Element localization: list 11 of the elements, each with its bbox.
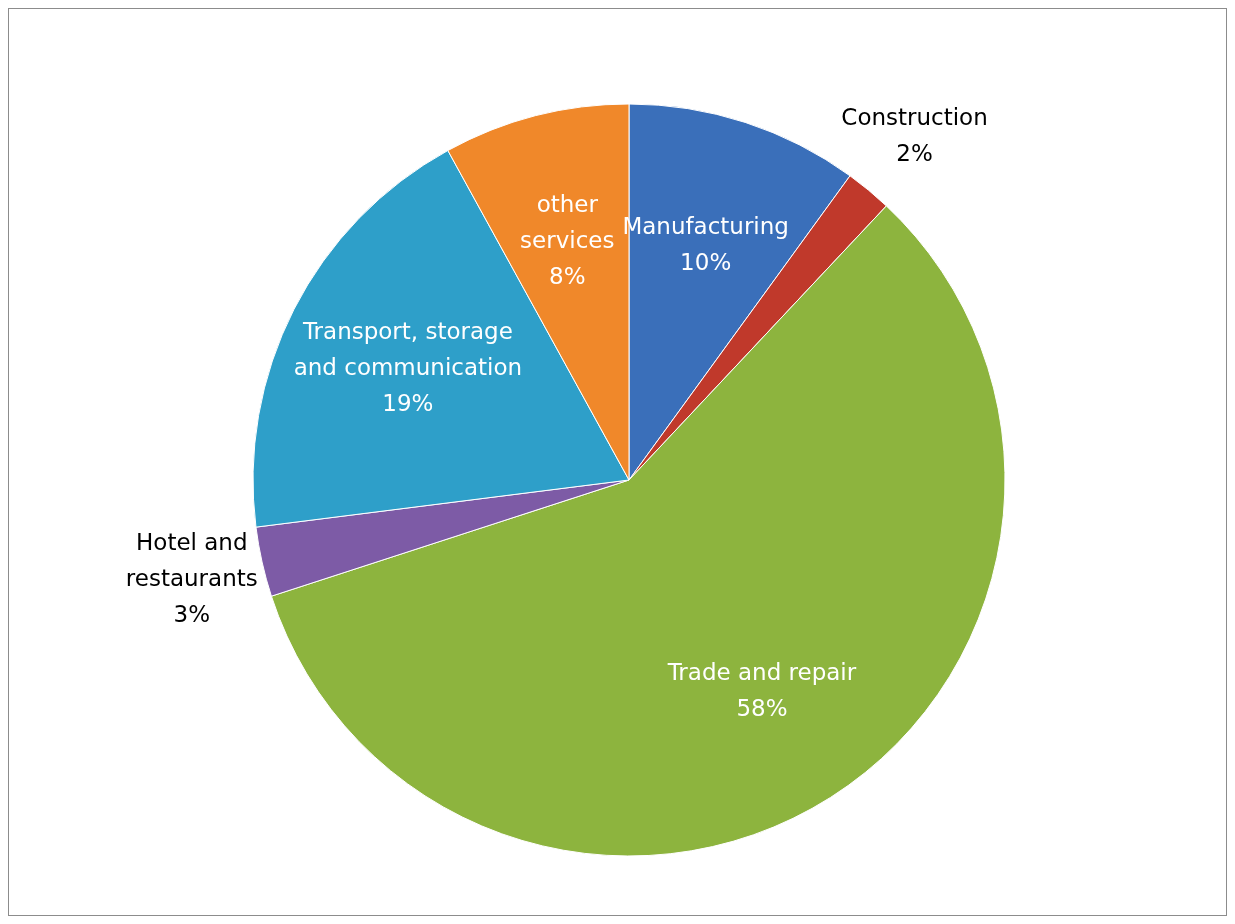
data-label: 10% [680, 248, 732, 275]
data-label: 3% [173, 600, 211, 627]
slice-label: Trade and repair [666, 658, 857, 685]
slice-label: Hotel and restaurants [125, 528, 258, 591]
data-label: 2% [896, 139, 933, 166]
data-label: 19% [382, 390, 434, 417]
data-label: 8% [549, 262, 586, 289]
slice-label: Construction [841, 103, 988, 130]
slice-label: Transport, storage and communication [293, 318, 523, 381]
data-label: 58% [736, 694, 788, 721]
slice-label: other services [520, 190, 615, 253]
